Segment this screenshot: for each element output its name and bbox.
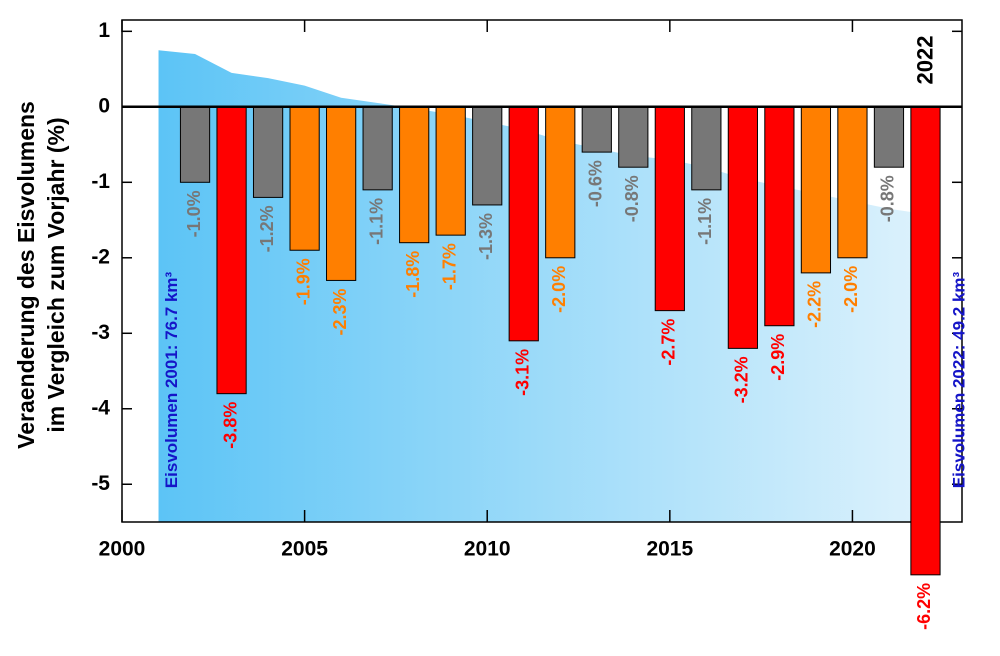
bar — [873, 106, 905, 168]
value-label: -3.1% — [512, 349, 532, 396]
bar — [764, 106, 795, 327]
bar — [362, 106, 393, 191]
value-label: -1.0% — [184, 190, 204, 237]
bar — [654, 106, 685, 312]
value-label: -0.8% — [878, 175, 898, 222]
value-label: -6.2% — [914, 583, 934, 630]
bar — [545, 106, 576, 259]
value-label: -1.3% — [476, 213, 496, 260]
value-label: -3.2% — [732, 356, 752, 403]
y-axis-label: im Vergleich zum Vorjahr (%) — [43, 117, 69, 432]
value-label: -1.1% — [695, 198, 715, 245]
y-tick-label: -4 — [91, 396, 110, 419]
bar — [581, 106, 612, 153]
bar — [618, 106, 649, 168]
value-label: -2.0% — [841, 266, 861, 313]
x-tick-label: 2010 — [464, 538, 511, 561]
y-tick-label: -2 — [91, 245, 110, 268]
bar — [252, 106, 284, 198]
y-tick-label: -3 — [91, 321, 110, 344]
bar — [691, 106, 722, 191]
value-label: -2.7% — [659, 319, 679, 366]
bar — [399, 106, 430, 244]
x-tick-label: 2020 — [829, 538, 876, 561]
bar — [179, 106, 211, 183]
bar — [289, 106, 320, 251]
bar — [435, 106, 466, 236]
bar — [837, 106, 868, 259]
y-tick-label: 0 — [98, 94, 110, 117]
value-label: -2.0% — [549, 266, 569, 313]
value-label: -2.3% — [330, 288, 350, 335]
annotation: Eisvolumen 2022: 49.2 km³ — [949, 271, 968, 488]
bar — [800, 106, 832, 274]
value-label: -0.8% — [622, 175, 642, 222]
x-tick-label: 2005 — [281, 538, 328, 561]
value-label: -1.9% — [293, 258, 313, 305]
value-label: -3.8% — [220, 402, 240, 449]
x-tick-label: 2000 — [99, 538, 146, 561]
bar — [472, 106, 503, 206]
y-axis-label: Veraenderung des Eisvolumens — [13, 101, 39, 449]
annotation: Eisvolumen 2001: 76.7 km³ — [162, 271, 181, 488]
value-label: -1.1% — [366, 198, 386, 245]
value-label: -2.2% — [805, 281, 825, 328]
annotation: 2022 — [912, 36, 937, 85]
plot-frame — [121, 19, 963, 523]
y-tick-label: 1 — [98, 19, 110, 42]
value-label: -0.6% — [586, 160, 606, 207]
bar — [910, 106, 941, 576]
bar — [326, 106, 357, 281]
value-label: -1.2% — [257, 205, 277, 252]
y-tick-label: -5 — [91, 472, 110, 495]
bar — [727, 106, 758, 349]
x-tick-label: 2015 — [646, 538, 693, 561]
bar — [216, 106, 247, 395]
value-label: -1.8% — [403, 251, 423, 298]
bar — [508, 106, 539, 342]
y-tick-label: -1 — [91, 170, 110, 193]
value-label: -2.9% — [768, 334, 788, 381]
value-label: -1.7% — [439, 243, 459, 290]
